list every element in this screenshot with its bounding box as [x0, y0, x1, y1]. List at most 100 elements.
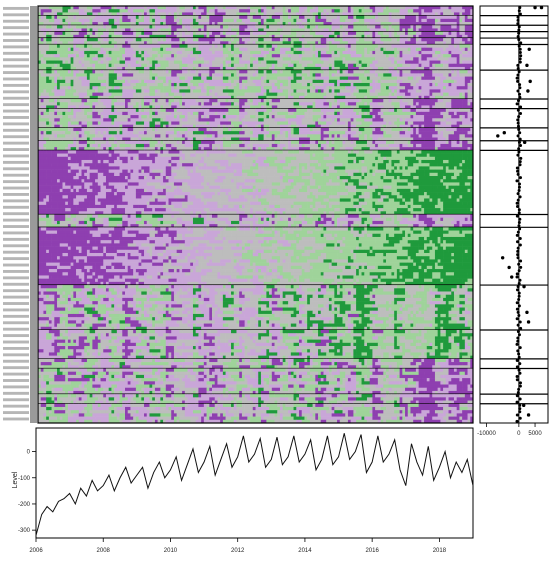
heatmap-cell [399, 28, 403, 32]
heatmap-cell [54, 89, 66, 93]
heatmap-cell [464, 182, 471, 186]
heatmap-cell [62, 169, 69, 174]
heatmap-cell [149, 143, 153, 148]
heatmap-cell [149, 140, 158, 145]
heatmap-cell [97, 41, 101, 45]
heatmap-cell [429, 66, 433, 71]
heatmap-cell [304, 92, 308, 97]
heatmap-cell [122, 57, 126, 61]
heatmap-cell [95, 54, 99, 58]
heatmap-cell [195, 54, 199, 58]
heatmap-cell [116, 115, 129, 119]
heatmap-cell [95, 147, 101, 151]
heatmap-cell [51, 153, 55, 158]
heatmap-cell [241, 124, 245, 129]
heatmap-cell [179, 131, 186, 135]
heatmap-cell [386, 86, 390, 90]
heatmap-cell [222, 22, 229, 26]
heatmap-cell [271, 182, 281, 186]
heatmap-cell [282, 188, 292, 193]
heatmap-cell [361, 63, 368, 68]
heatmap-cell [116, 131, 120, 135]
heatmap-cell [146, 134, 156, 138]
heatmap-cell [443, 166, 447, 170]
heatmap-cell [369, 124, 381, 129]
heatmap-cell [334, 111, 338, 116]
heatmap-cell [70, 182, 82, 186]
heatmap-cell [108, 147, 112, 151]
heatmap-cell [443, 172, 452, 177]
heatmap-cell [434, 66, 438, 71]
heatmap-cell [201, 147, 205, 151]
heatmap-cell [285, 25, 297, 29]
heatmap-cell [453, 66, 457, 71]
heatmap-cell [59, 18, 63, 23]
heatmap-cell [73, 105, 77, 109]
heatmap-cell [252, 63, 264, 68]
heatmap-cell [323, 89, 330, 93]
heatmap-cell [402, 137, 414, 142]
heatmap-cell [179, 12, 183, 16]
heatmap-cell [125, 156, 129, 161]
heatmap-cell [43, 86, 47, 90]
heatmap-cell [212, 76, 224, 81]
heatmap-cell [263, 134, 267, 138]
heatmap-cell [184, 150, 196, 154]
heatmap-cell [198, 54, 202, 58]
heatmap-cell [337, 159, 343, 164]
heatmap-cell [86, 176, 90, 180]
heatmap-cell [380, 22, 387, 26]
heatmap-cell [217, 22, 224, 26]
heatmap-cell [350, 60, 357, 65]
heatmap-cell [43, 41, 47, 45]
heatmap-cell [437, 185, 447, 190]
heatmap-cell [407, 34, 414, 39]
heatmap-cell [236, 95, 243, 100]
heatmap-cell [236, 176, 240, 180]
heatmap-cell [149, 89, 156, 93]
heatmap-cell [86, 41, 90, 45]
heatmap-cell [78, 92, 88, 97]
heatmap-cell [456, 124, 460, 129]
heatmap-cell [190, 89, 194, 93]
heatmap-cell [133, 31, 137, 36]
heatmap-cell [345, 163, 354, 167]
heatmap-cell [154, 156, 158, 161]
heatmap-cell [260, 6, 267, 10]
heatmap-cell [459, 44, 471, 48]
heatmap-cell [356, 86, 360, 90]
heatmap-cell [43, 70, 47, 74]
heatmap-cell [328, 34, 335, 39]
heatmap-cell [418, 179, 430, 183]
heatmap-cell [78, 18, 90, 23]
heatmap-cell [437, 82, 449, 87]
heatmap-cell [380, 185, 384, 190]
heatmap-cell [86, 76, 90, 81]
heatmap-cell [146, 15, 150, 20]
heatmap-cell [337, 44, 346, 48]
heatmap-cell [135, 60, 139, 65]
heatmap-cell [437, 163, 441, 167]
heatmap-cell [127, 6, 131, 10]
heatmap-cell [410, 185, 414, 190]
heatmap-cell [462, 111, 466, 116]
heatmap-cell [108, 34, 112, 39]
heatmap-cell [429, 176, 433, 180]
heatmap-cell [366, 47, 376, 52]
heatmap-cell [415, 166, 419, 170]
heatmap-cell [209, 66, 221, 71]
heatmap-cell [380, 179, 384, 183]
heatmap-cell [402, 153, 409, 158]
heatmap-cell [375, 172, 379, 177]
heatmap-cell [184, 176, 191, 180]
heatmap-cell [301, 143, 305, 148]
heatmap-cell [345, 150, 349, 154]
heatmap-cell [315, 124, 322, 129]
heatmap-cell [462, 115, 466, 119]
heatmap-cell [274, 140, 278, 145]
heatmap-cell [73, 34, 80, 39]
heatmap-cell [119, 86, 123, 90]
heatmap-cell [67, 60, 71, 65]
heatmap-cell [453, 127, 457, 132]
heatmap-cell [122, 44, 126, 48]
